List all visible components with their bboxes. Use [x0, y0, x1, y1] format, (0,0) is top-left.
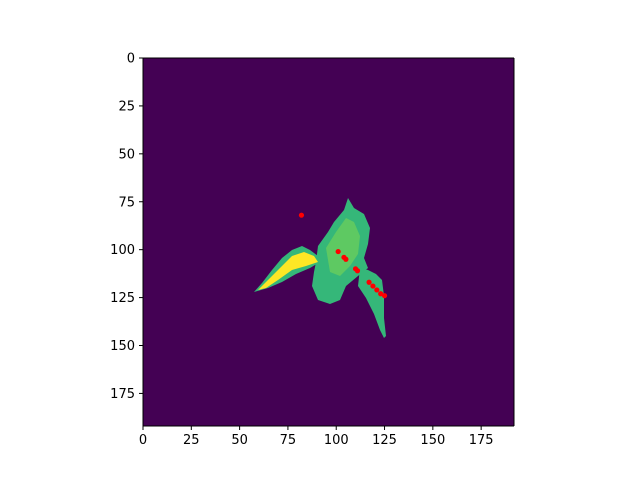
scatter-point	[370, 283, 376, 289]
x-tick-label: 125	[372, 433, 397, 448]
x-tick-label: 150	[420, 433, 445, 448]
x-axis: 0 25 50 75 100 125 150 175	[139, 426, 494, 448]
x-tick-label: 175	[469, 433, 494, 448]
heatmap-image	[254, 198, 386, 338]
plot-area	[143, 58, 514, 426]
y-tick-label: 175	[110, 387, 135, 402]
scatter-point	[374, 287, 380, 293]
y-tick-label: 0	[127, 52, 135, 67]
heatmap-region-body-light	[326, 218, 360, 276]
scatter-point	[343, 256, 349, 262]
scatter-point	[298, 212, 305, 218]
y-tick-label: 150	[110, 339, 135, 354]
scatter-points	[298, 212, 388, 299]
x-tick-label: 75	[280, 433, 297, 448]
y-axis: 0 25 50 75 100 125 150 175	[110, 52, 143, 402]
y-tick-label: 100	[110, 243, 135, 258]
x-tick-label: 25	[183, 433, 200, 448]
axes-spines	[142, 57, 515, 427]
y-tick-label: 25	[118, 99, 135, 114]
scatter-point	[366, 279, 372, 285]
x-tick-label: 100	[324, 433, 349, 448]
x-tick-label: 50	[231, 433, 248, 448]
heatmap-region-highlight	[258, 252, 318, 290]
y-tick-label: 75	[118, 195, 135, 210]
y-tick-label: 50	[118, 147, 135, 162]
y-tick-label: 125	[110, 291, 135, 306]
scatter-point	[378, 291, 384, 297]
heatmap-region-right-wing	[358, 268, 386, 338]
x-tick-label: 0	[139, 433, 147, 448]
scatter-point	[354, 268, 361, 274]
scatter-point	[335, 248, 341, 255]
scatter-point	[381, 293, 388, 299]
